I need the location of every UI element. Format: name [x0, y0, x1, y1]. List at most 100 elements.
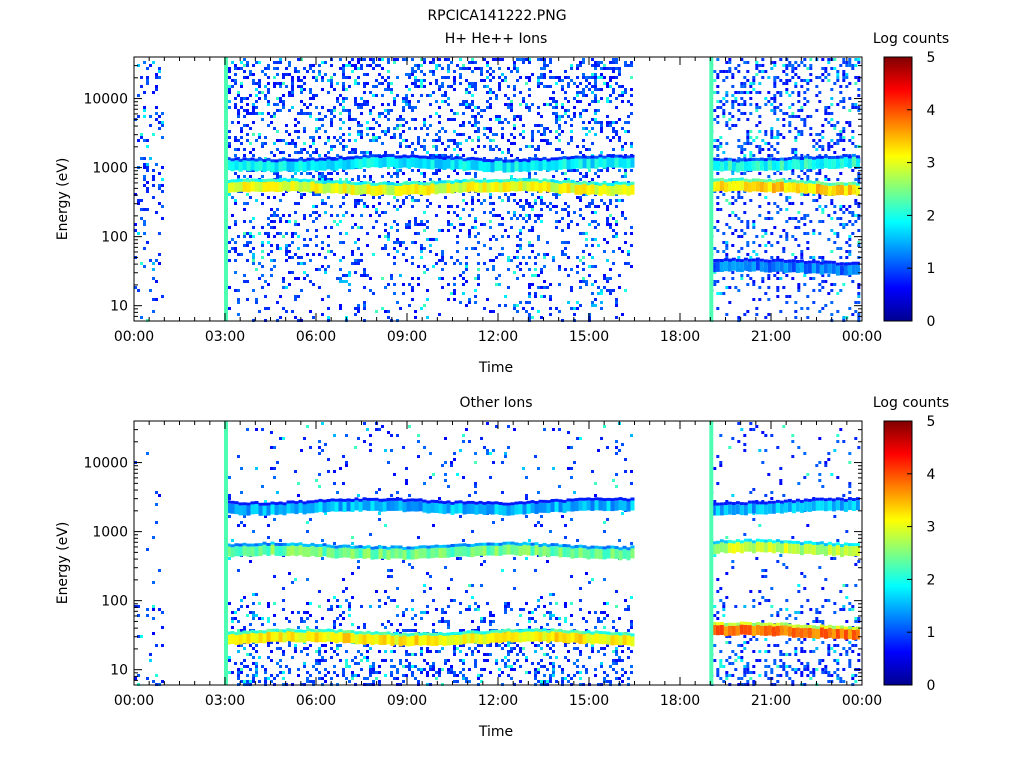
- band-edge-cell: [780, 158, 784, 161]
- noise-pixel: [360, 253, 363, 256]
- noise-pixel: [300, 88, 303, 91]
- noise-pixel: [336, 491, 339, 494]
- noise-pixel: [857, 58, 860, 61]
- noise-pixel: [366, 82, 369, 85]
- noise-pixel: [725, 61, 728, 64]
- noise-pixel: [267, 536, 270, 539]
- noise-pixel: [534, 220, 537, 223]
- x-tick-label: 15:00: [569, 329, 609, 345]
- band-cell: [419, 159, 423, 169]
- noise-pixel: [234, 247, 237, 250]
- noise-pixel: [459, 82, 462, 85]
- noise-pixel: [237, 608, 240, 611]
- noise-pixel: [471, 199, 474, 202]
- noise-pixel: [426, 94, 429, 97]
- noise-pixel: [291, 175, 294, 178]
- noise-pixel: [252, 247, 255, 250]
- noise-pixel: [408, 127, 411, 130]
- noise-pixel: [294, 232, 297, 235]
- noise-pixel: [384, 151, 387, 154]
- band-cell: [439, 183, 443, 193]
- noise-pixel: [606, 115, 609, 118]
- noise-pixel: [821, 124, 824, 127]
- noise-pixel: [354, 656, 357, 659]
- noise-pixel: [270, 274, 273, 277]
- noise-pixel: [489, 127, 492, 130]
- noise-pixel: [390, 674, 393, 677]
- noise-pixel: [276, 148, 279, 151]
- noise-pixel: [528, 172, 531, 175]
- noise-pixel: [360, 67, 363, 70]
- noise-pixel: [161, 217, 164, 220]
- noise-pixel: [770, 133, 773, 136]
- noise-pixel: [396, 491, 399, 494]
- noise-pixel: [845, 76, 848, 79]
- noise-pixel: [327, 307, 330, 310]
- noise-pixel: [303, 214, 306, 217]
- band-edge-cell: [271, 179, 275, 182]
- noise-pixel: [776, 130, 779, 133]
- noise-pixel: [746, 241, 749, 244]
- noise-pixel: [456, 250, 459, 253]
- noise-pixel: [489, 103, 492, 106]
- noise-pixel: [426, 289, 429, 292]
- noise-pixel: [474, 118, 477, 121]
- noise-pixel: [270, 446, 273, 449]
- noise-pixel: [354, 223, 357, 226]
- noise-pixel: [351, 572, 354, 575]
- noise-pixel: [288, 250, 291, 253]
- noise-pixel: [420, 247, 423, 250]
- noise-pixel: [411, 169, 414, 172]
- noise-pixel: [228, 85, 231, 88]
- noise-pixel: [836, 103, 839, 106]
- noise-pixel: [603, 274, 606, 277]
- noise-pixel: [486, 91, 489, 94]
- noise-pixel: [387, 172, 390, 175]
- noise-pixel: [453, 112, 456, 115]
- noise-pixel: [764, 232, 767, 235]
- noise-pixel: [339, 605, 342, 608]
- noise-pixel: [384, 590, 387, 593]
- band-edge-cell: [728, 259, 732, 262]
- band-edge-cell: [716, 158, 720, 161]
- noise-pixel: [357, 494, 360, 497]
- noise-pixel: [468, 301, 471, 304]
- band-edge-cell: [367, 181, 371, 184]
- noise-pixel: [818, 91, 821, 94]
- noise-pixel: [606, 217, 609, 220]
- noise-pixel: [582, 217, 585, 220]
- noise-pixel: [609, 226, 612, 229]
- band-edge-cell: [591, 181, 595, 184]
- noise-pixel: [423, 85, 426, 88]
- band-cell: [455, 159, 459, 169]
- noise-pixel: [393, 133, 396, 136]
- noise-pixel: [321, 88, 324, 91]
- noise-pixel: [758, 64, 761, 67]
- noise-pixel: [252, 611, 255, 614]
- noise-pixel: [516, 304, 519, 307]
- noise-pixel: [264, 680, 267, 683]
- noise-pixel: [471, 139, 474, 142]
- noise-pixel: [489, 139, 492, 142]
- noise-pixel: [318, 172, 321, 175]
- noise-pixel: [288, 671, 291, 674]
- band-cell: [816, 159, 820, 169]
- band-edge-cell: [487, 180, 491, 183]
- noise-pixel: [465, 139, 468, 142]
- noise-pixel: [339, 118, 342, 121]
- noise-pixel: [543, 265, 546, 268]
- noise-pixel: [357, 307, 360, 310]
- noise-pixel: [396, 58, 399, 61]
- noise-pixel: [510, 109, 513, 112]
- band-edge-cell: [724, 258, 728, 261]
- noise-pixel: [237, 115, 240, 118]
- noise-pixel: [300, 650, 303, 653]
- noise-pixel: [537, 85, 540, 88]
- noise-pixel: [258, 262, 261, 265]
- band-edge-cell: [736, 259, 740, 262]
- noise-pixel: [158, 187, 161, 190]
- noise-pixel: [603, 250, 606, 253]
- noise-pixel: [339, 220, 342, 223]
- noise-pixel: [342, 109, 345, 112]
- noise-pixel: [420, 256, 423, 259]
